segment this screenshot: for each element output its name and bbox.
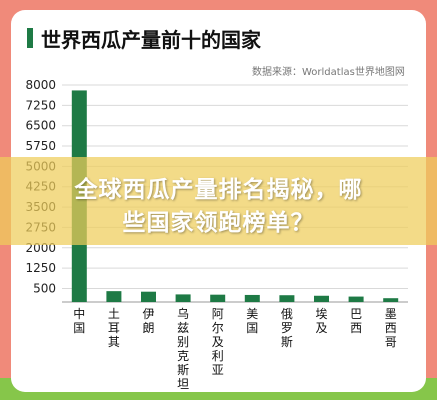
x-tick-label: 埃及 [315,307,327,335]
x-tick-label: 墨西哥 [385,307,397,349]
x-tick-label: 中国 [73,306,85,335]
bar [383,298,399,302]
overlay-banner [0,157,437,245]
overlay-headline-line1: 全球西瓜产量排名揭秘，哪 [74,177,363,203]
bar [279,295,295,302]
bar [244,294,260,302]
bar [314,295,329,302]
overlay-headline-line2: 些国家领跑榜单？ [122,210,315,236]
y-tick-label: 8000 [25,78,56,92]
title-accent [27,28,33,48]
bar [106,291,122,302]
y-tick-label: 5750 [25,139,56,153]
y-tick-label: 500 [33,281,56,295]
y-tick-label: 7250 [25,98,56,112]
x-tick-label: 土耳其 [108,307,120,349]
x-tick-label: 巴西 [350,307,362,335]
bar [348,296,364,302]
x-tick-label: 俄罗斯 [281,307,293,349]
x-tick-label: 乌兹别克斯坦 [177,306,189,391]
bar [141,291,156,302]
x-tick-label: 伊朗 [142,307,154,335]
bar [210,294,226,302]
y-tick-label: 1250 [25,261,56,275]
data-source: 数据来源：Worldatlas世界地图网 [252,67,405,78]
y-tick-label: 6500 [25,119,56,133]
chart-title: 世界西瓜产量前十的国家 [41,28,261,52]
x-tick-label: 阿尔及利亚 [212,307,224,377]
x-tick-label: 美国 [246,307,258,335]
bar [175,294,191,302]
